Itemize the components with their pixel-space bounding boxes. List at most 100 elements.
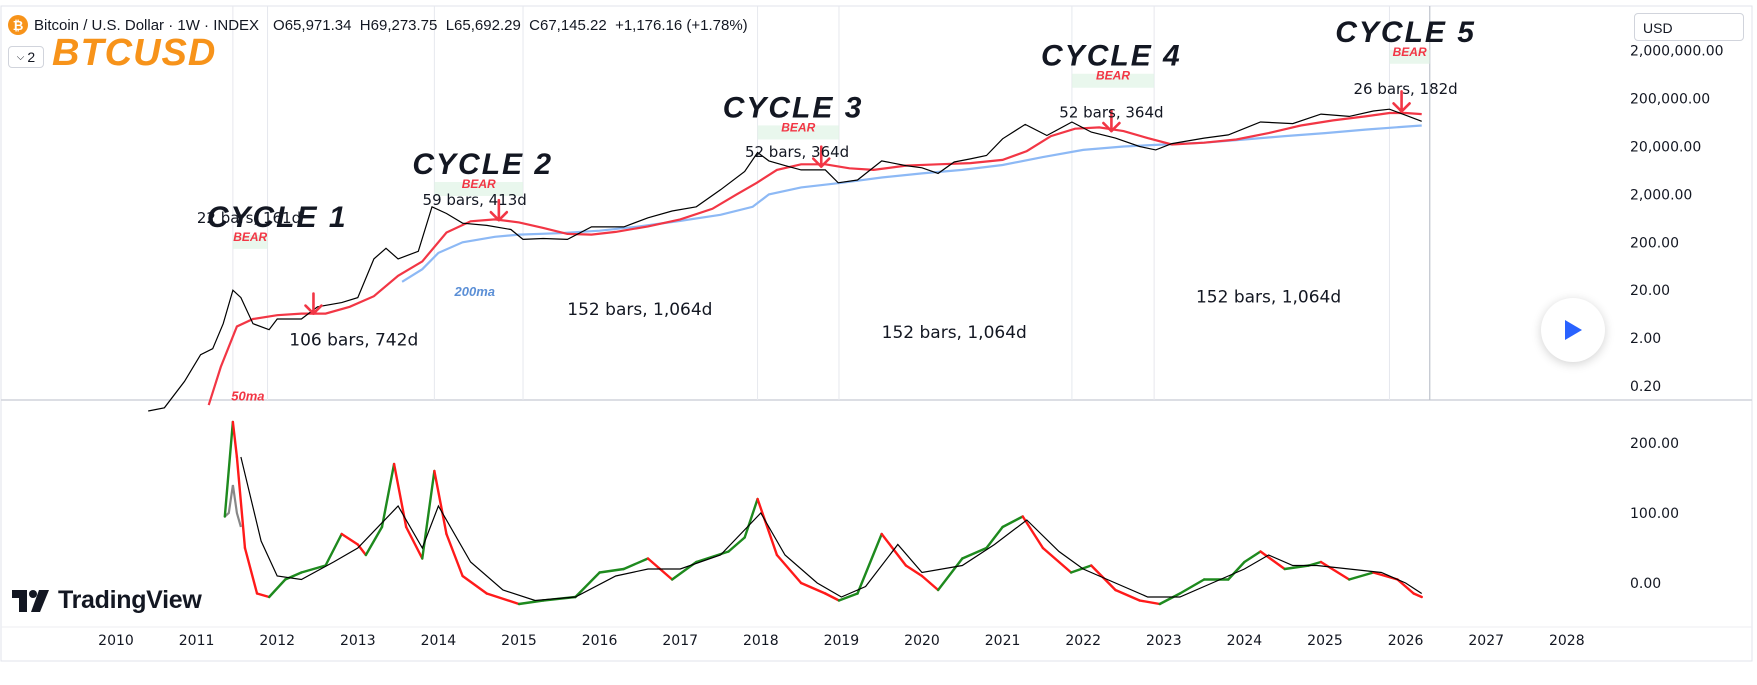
time-axis-tick: 2017 — [662, 633, 698, 649]
time-axis-tick: 2016 — [582, 633, 618, 649]
cycle-title: CYCLE 4 — [1041, 40, 1182, 73]
oscillator-pane-series — [223, 420, 1423, 606]
symbol-header: ₿ Bitcoin / U.S. Dollar · 1W · INDEX O65… — [8, 14, 748, 36]
bear-label: BEAR — [1393, 45, 1427, 59]
oscillator-segment — [1138, 599, 1161, 606]
time-axis-tick: 2012 — [259, 633, 295, 649]
indicators-toggle-button[interactable]: ⌵ 2 — [8, 46, 44, 68]
time-axis-tick: 2028 — [1549, 633, 1585, 649]
chevron-down-icon: ⌵ — [16, 51, 25, 63]
bear-box — [1389, 49, 1430, 64]
oscillator-segment — [1396, 578, 1415, 595]
bear-box — [757, 125, 839, 140]
cycle-title: CYCLE 3 — [723, 91, 864, 124]
replay-button[interactable] — [1541, 298, 1605, 362]
bear-box — [232, 234, 268, 249]
oscillator-segment — [1114, 588, 1141, 602]
oscillator-segment — [856, 532, 883, 595]
oscillator-segment — [1178, 578, 1206, 595]
top-arrows — [304, 90, 1411, 315]
price-axis-tick: 200.00 — [1630, 235, 1679, 251]
indicators-count: 2 — [27, 49, 36, 65]
price-axis-tick: 20.00 — [1630, 283, 1670, 299]
price-axis-tick: 2.00 — [1630, 331, 1661, 347]
price-axis-tick: 0.20 — [1630, 379, 1661, 395]
oscillator-segment — [824, 592, 841, 602]
high-value: H69,273.75 — [359, 16, 438, 34]
oscillator-segment — [1069, 564, 1093, 574]
oscillator-segment — [598, 567, 625, 574]
bars-label: 52 bars, 364d — [1059, 104, 1163, 122]
open-value: O65,971.34 — [273, 16, 352, 34]
bars-label: 152 bars, 1,064d — [882, 323, 1027, 343]
oscillator-segment — [485, 592, 521, 606]
bear-box — [1071, 73, 1155, 88]
oscillator-segment — [1227, 560, 1246, 581]
oscillator-segment — [695, 550, 730, 564]
oscillator-grey-line — [224, 484, 242, 528]
oscillator-axis-tick: 200.00 — [1630, 436, 1679, 452]
bars-label: 152 bars, 1,064d — [567, 300, 712, 320]
oscillator-segment — [255, 592, 271, 599]
oscillator-segment — [243, 546, 259, 595]
oscillator-segment — [364, 525, 384, 557]
cycle-vertical-lines — [232, 6, 1431, 400]
oscillator-segment — [727, 536, 746, 553]
tradingview-icon — [12, 589, 49, 612]
oscillator-segment — [324, 532, 343, 567]
price-axis-tick: 20,000.00 — [1630, 140, 1701, 156]
oscillator-segment — [1041, 546, 1073, 574]
oscillator-segment — [904, 564, 924, 578]
top-arrow-icon — [489, 198, 509, 222]
bear-label: BEAR — [781, 120, 815, 134]
symbol-title[interactable]: Bitcoin / U.S. Dollar · 1W · INDEX — [34, 16, 260, 34]
oscillator-segment — [799, 581, 827, 595]
oscillator-segment — [1259, 550, 1286, 571]
oscillator-segment — [445, 532, 464, 578]
oscillator-segment — [235, 455, 247, 550]
bear-label: BEAR — [462, 177, 496, 191]
oscillator-segment — [231, 420, 239, 459]
oscillator-segment — [1319, 560, 1351, 581]
bars-label: 106 bars, 742d — [289, 331, 418, 351]
top-arrow-icon — [811, 145, 831, 168]
oscillator-segment — [1347, 571, 1375, 581]
oscillator-segment — [284, 571, 303, 581]
time-axis-tick: 2013 — [340, 633, 376, 649]
time-axis-tick: 2018 — [743, 633, 779, 649]
tradingview-wordmark: TradingView — [58, 586, 202, 614]
currency-selector[interactable]: USD — [1634, 13, 1744, 41]
price-axis-tick: 2,000,000.00 — [1630, 44, 1724, 60]
oscillator-segment — [300, 564, 327, 574]
ma-label: 50ma — [231, 388, 264, 403]
cycle-title: CYCLE 1 — [207, 201, 348, 234]
oscillator-axis-tick: 100.00 — [1630, 506, 1679, 522]
ohlc-values: O65,971.34 H69,273.75 L65,692.29 C67,145… — [273, 17, 748, 34]
oscillator-segment — [340, 532, 359, 546]
oscillator-segment — [1412, 592, 1423, 599]
time-axis-tick: 2019 — [824, 633, 860, 649]
oscillator-segment — [1158, 592, 1182, 606]
oscillator-segment — [743, 497, 759, 539]
oscillator-segment — [837, 592, 859, 602]
50ma-line — [207, 111, 1422, 406]
oscillator-segment — [1021, 515, 1045, 550]
time-axis-tick: 2014 — [421, 633, 457, 649]
oscillator-segment — [775, 553, 803, 585]
tradingview-logo[interactable]: TradingView — [12, 586, 202, 615]
time-axis-tick: 2023 — [1146, 633, 1182, 649]
oscillator-segment — [433, 469, 448, 536]
bear-label: BEAR — [1096, 69, 1130, 83]
oscillator-segment — [267, 578, 287, 599]
top-arrow-icon — [1102, 109, 1121, 133]
oscillator-segment — [574, 571, 601, 599]
bitcoin-icon: ₿ — [8, 15, 28, 35]
time-axis-tick: 2024 — [1227, 633, 1263, 649]
time-axis-tick: 2027 — [1468, 633, 1504, 649]
oscillator-segment — [461, 574, 488, 595]
oscillator-segment — [985, 525, 1004, 550]
ma-label: 200ma — [454, 284, 495, 299]
